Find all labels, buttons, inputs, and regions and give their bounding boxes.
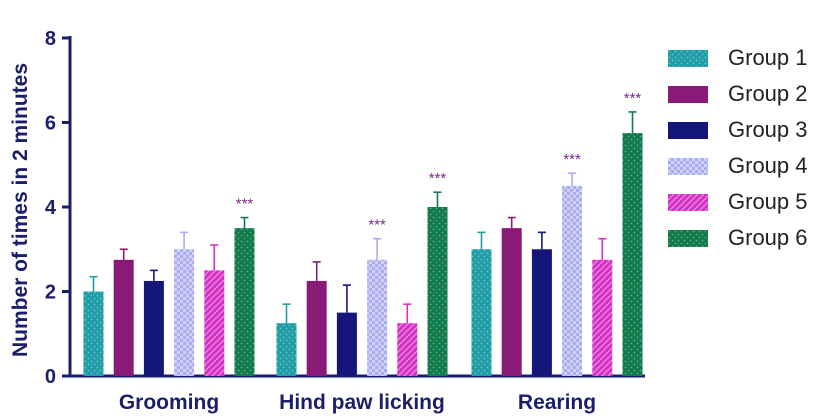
- bar-group-2: [501, 228, 522, 376]
- x-tick-label: Rearing: [518, 391, 596, 414]
- bar-group-5: [592, 259, 613, 376]
- bar-group-5: [204, 270, 225, 376]
- bar-group-6: [427, 207, 448, 376]
- legend-item: Group 2: [668, 76, 808, 112]
- legend-item: Group 6: [668, 220, 808, 256]
- legend-swatch: [668, 193, 708, 211]
- y-tick-label: 2: [45, 282, 56, 304]
- significance-label: ***: [368, 217, 386, 234]
- bar-group-3: [531, 249, 552, 376]
- bar-group-5: [397, 323, 418, 376]
- legend-label: Group 5: [728, 189, 808, 214]
- legend-label: Group 4: [728, 153, 808, 178]
- legend-label: Group 2: [728, 81, 808, 106]
- bar-group-2: [306, 280, 327, 376]
- legend-swatch: [668, 49, 708, 67]
- significance-label: ***: [563, 151, 581, 168]
- chart-labels: 0 2 4 6 8 *** Grooming *** *** Hind paw licking **…: [45, 28, 642, 414]
- bar-group-4: [562, 185, 583, 376]
- y-tick-label: 8: [45, 28, 56, 50]
- bar-group-6: [622, 133, 643, 376]
- y-axis-label: Number of times in 2 minutes: [9, 63, 32, 357]
- legend-label: Group 6: [728, 225, 808, 250]
- bar-group-2: [113, 259, 134, 376]
- legend-item: Group 3: [668, 112, 808, 148]
- x-tick-label: Hind paw licking: [279, 391, 445, 414]
- legend-label: Group 1: [728, 45, 808, 70]
- legend-item: Group 4: [668, 148, 808, 184]
- bar-group-3: [336, 312, 357, 376]
- bar-group-1: [276, 323, 297, 376]
- y-tick-label: 6: [45, 113, 56, 135]
- bar-group-1: [83, 291, 104, 376]
- legend-item: Group 1: [668, 40, 808, 76]
- y-tick-label: 0: [45, 366, 56, 388]
- legend-label: Group 3: [728, 117, 808, 142]
- legend-swatch: [668, 157, 708, 175]
- legend-item: Group 5: [668, 184, 808, 220]
- legend-swatch: [668, 229, 708, 247]
- bar-group-1: [471, 249, 492, 376]
- significance-label: ***: [429, 170, 447, 187]
- chart-legend: Group 1 Group 2 Group 3 Group 4 Group 5 Group…: [668, 40, 808, 256]
- legend-swatch: [668, 121, 708, 139]
- significance-label: ***: [624, 90, 642, 107]
- y-tick-label: 4: [45, 197, 57, 219]
- bar-group-4: [367, 259, 388, 376]
- bar-group-3: [143, 280, 164, 376]
- x-tick-label: Grooming: [119, 391, 219, 414]
- legend-swatch: [668, 85, 708, 103]
- bar-group-6: [234, 228, 255, 376]
- significance-label: ***: [236, 196, 254, 213]
- bar-group-4: [174, 249, 195, 376]
- chart-bars: [83, 111, 643, 376]
